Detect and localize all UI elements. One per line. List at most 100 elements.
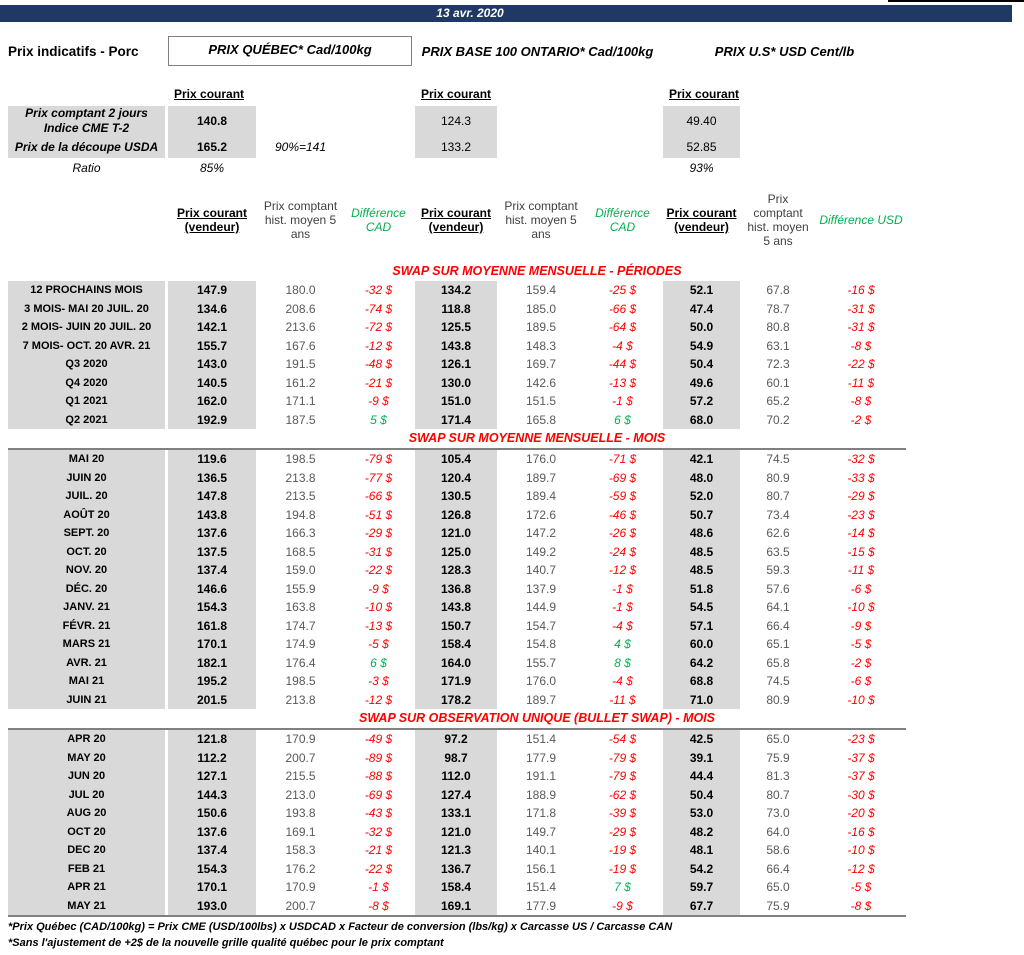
price-hist-cell: 80.7 [766,787,790,802]
price-vendeur-cell: 50.7 [663,505,740,524]
diff-cell: -66 $ [608,301,637,316]
price-hist-cell: 169.1 [285,824,316,839]
price-hist-cell: 193.8 [285,806,316,820]
usda-cutout-us: 52.85 [663,136,740,158]
price-hist-cell: 189.4 [525,489,557,503]
diff-cell: -29 $ [364,526,393,540]
price-vendeur-cell: 127.1 [168,767,256,786]
price-hist-cell: 151.4 [525,732,557,746]
diff-cell: -6 $ [850,581,872,596]
price-vendeur-cell: 39.1 [663,748,740,767]
price-vendeur-cell: 67.7 [663,896,740,915]
usda-cutout-ontario: 133.2 [415,136,497,158]
price-hist-cell: 57.6 [766,581,790,596]
price-hist-cell: 163.8 [285,600,316,614]
price-vendeur-cell: 133.1 [415,804,497,823]
price-hist-cell: 171.1 [285,394,316,408]
price-vendeur-cell: 59.7 [663,878,740,897]
row-label: OCT 20 [8,822,165,841]
price-vendeur-cell: 47.4 [663,299,740,318]
price-hist-cell: 65.2 [766,394,790,408]
diff-cell: -16 $ [847,824,875,839]
price-hist-cell: 63.1 [766,338,790,353]
diff-cell: -43 $ [364,806,393,820]
diff-cell: -21 $ [364,375,393,390]
cme-spot-label: Prix comptant 2 jours Indice CME T-2 [8,106,165,136]
price-hist-cell: 81.3 [766,769,790,783]
price-vendeur-cell: 119.6 [168,450,256,469]
diff-cell: -33 $ [847,470,875,485]
price-vendeur-cell: 121.0 [415,524,497,543]
price-hist-cell: 176.0 [525,452,557,466]
price-hist-cell: 65.0 [766,732,790,746]
price-hist-cell: 176.0 [525,674,557,688]
price-hist-cell: 70.2 [766,412,790,427]
price-vendeur-cell: 42.1 [663,450,740,469]
diff-cell: -13 $ [608,375,637,390]
ratio-quebec: 85% [199,161,225,175]
row-label: JUIN 20 [8,468,165,487]
price-hist-cell: 64.1 [766,600,790,614]
price-vendeur-cell: 48.6 [663,524,740,543]
quebec-group-title: PRIX QUÉBEC* Cad/100kg [168,36,412,66]
price-hist-cell: 174.9 [285,637,316,651]
price-vendeur-cell: 48.2 [663,822,740,841]
price-vendeur-cell: 143.8 [415,336,497,355]
diff-cell: -1 $ [368,880,389,894]
column-header-row: Prix courant (vendeur) Prix comptant his… [8,184,906,258]
diff-cell: -10 $ [847,600,875,614]
diff-cell: -59 $ [608,489,637,503]
price-hist-cell: 80.9 [766,692,790,707]
diff-cell: -1 $ [612,394,633,408]
price-vendeur-cell: 97.2 [415,730,497,749]
diff-cell: -10 $ [364,600,393,614]
diff-cell: -11 $ [847,563,875,577]
price-hist-cell: 60.1 [766,375,790,390]
diff-cell: -89 $ [364,750,393,765]
diff-cell: -20 $ [847,806,875,820]
price-vendeur-cell: 151.0 [415,392,497,411]
price-vendeur-cell: 126.8 [415,505,497,524]
price-vendeur-cell: 54.5 [663,598,740,617]
price-hist-cell: 187.5 [285,412,316,427]
row-label: JUIL. 20 [8,487,165,506]
diff-cell: -29 $ [608,824,637,839]
price-vendeur-cell: 161.8 [168,616,256,635]
price-hist-cell: 74.5 [766,452,790,466]
price-hist-cell: 215.5 [285,769,316,783]
price-hist-cell: 64.0 [766,824,790,839]
price-vendeur-cell: 147.9 [168,281,256,300]
price-vendeur-cell: 130.5 [415,487,497,506]
swap-table: SWAP SUR MOYENNE MENSUELLE - PÉRIODES 12 … [8,262,906,917]
diff-cell: -15 $ [847,544,875,559]
price-vendeur-cell: 170.1 [168,635,256,654]
price-hist-cell: 188.9 [525,787,557,802]
row-label: JUL 20 [8,785,165,804]
row-label: 12 PROCHAINS MOIS [8,281,165,300]
col-header-diff-usd: Différence USD [819,213,903,228]
col-header-hist-us: Prix comptant hist. moyen 5 ans [747,192,809,248]
row-label: MARS 21 [8,635,165,654]
price-vendeur-cell: 64.2 [663,653,740,672]
price-hist-cell: 159.4 [525,283,557,297]
price-vendeur-cell: 51.8 [663,579,740,598]
diff-cell: -3 $ [368,674,389,688]
price-hist-cell: 165.8 [525,412,557,427]
date-bar: 13 avr. 2020 [0,5,1012,22]
price-hist-cell: 62.6 [766,526,790,540]
quebec-90pct-note: 90%=141 [274,140,327,154]
price-hist-cell: 194.8 [285,507,316,522]
price-hist-cell: 149.7 [525,824,557,839]
price-vendeur-cell: 48.1 [663,841,740,860]
diff-cell: -31 $ [847,301,875,316]
diff-cell: -71 $ [608,452,637,466]
col-header-diff-cad-ontario: Différence CAD [595,206,650,234]
diff-cell: -79 $ [608,769,637,783]
row-label: Q4 2020 [8,373,165,392]
price-hist-cell: 147.2 [525,526,557,540]
diff-cell: -79 $ [364,452,393,466]
page-title: Prix indicatifs - Porc [8,43,139,59]
row-label: Q3 2020 [8,355,165,374]
price-vendeur-cell: 192.9 [168,410,256,429]
diff-cell: -9 $ [850,618,872,633]
